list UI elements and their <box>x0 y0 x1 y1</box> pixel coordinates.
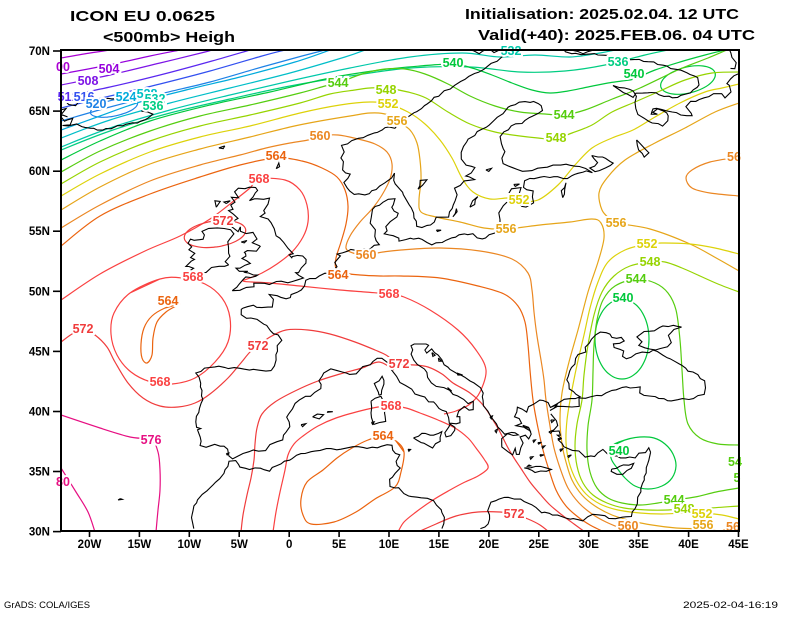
svg-text:548: 548 <box>640 255 661 269</box>
svg-text:516: 516 <box>74 90 95 104</box>
svg-text:564: 564 <box>328 268 349 282</box>
svg-text:540: 540 <box>613 291 634 305</box>
svg-text:564: 564 <box>373 429 394 443</box>
svg-text:30N: 30N <box>29 527 50 539</box>
svg-text:524: 524 <box>116 90 137 104</box>
svg-text:544: 544 <box>554 108 575 122</box>
svg-text:10E: 10E <box>379 539 400 551</box>
svg-text:45E: 45E <box>728 539 749 551</box>
svg-text:<500mb> Heigh: <500mb> Heigh <box>103 29 235 46</box>
svg-text:556: 556 <box>496 222 517 236</box>
svg-text:572: 572 <box>389 357 410 371</box>
svg-text:5: 5 <box>734 471 741 485</box>
svg-text:544: 544 <box>328 76 349 90</box>
svg-text:552: 552 <box>637 237 658 251</box>
svg-text:45N: 45N <box>29 346 50 358</box>
svg-text:568: 568 <box>183 270 204 284</box>
svg-text:572: 572 <box>504 507 525 521</box>
svg-text:552: 552 <box>509 193 530 207</box>
svg-text:552: 552 <box>692 507 713 521</box>
svg-text:5W: 5W <box>231 539 248 551</box>
svg-text:572: 572 <box>248 339 269 353</box>
svg-text:548: 548 <box>376 83 397 97</box>
svg-text:2025-02-04-16:19: 2025-02-04-16:19 <box>683 600 778 611</box>
svg-text:20W: 20W <box>78 539 102 551</box>
svg-text:556: 556 <box>693 518 714 532</box>
svg-text:556: 556 <box>606 216 627 230</box>
svg-text:556: 556 <box>387 114 408 128</box>
svg-text:540: 540 <box>609 444 630 458</box>
svg-text:40E: 40E <box>678 539 699 551</box>
svg-text:15W: 15W <box>128 539 152 551</box>
svg-text:560: 560 <box>310 129 331 143</box>
svg-text:552: 552 <box>378 97 399 111</box>
svg-text:536: 536 <box>143 99 164 113</box>
svg-text:504: 504 <box>99 62 120 76</box>
svg-text:520: 520 <box>86 97 107 111</box>
svg-text:0: 0 <box>286 539 292 551</box>
svg-text:568: 568 <box>379 287 400 301</box>
svg-text:60N: 60N <box>29 166 50 178</box>
svg-text:50N: 50N <box>29 286 50 298</box>
svg-text:ICON EU 0.0625: ICON EU 0.0625 <box>70 8 215 25</box>
svg-text:25E: 25E <box>529 539 550 551</box>
svg-text:568: 568 <box>150 375 171 389</box>
svg-text:560: 560 <box>356 248 377 262</box>
svg-text:Initialisation: 2025.02.04. 12: Initialisation: 2025.02.04. 12 UTC <box>465 6 739 23</box>
svg-text:536: 536 <box>608 55 629 69</box>
svg-text:540: 540 <box>624 67 645 81</box>
svg-text:65N: 65N <box>29 106 50 118</box>
svg-text:35N: 35N <box>29 467 50 479</box>
svg-text:548: 548 <box>674 502 695 516</box>
svg-text:Valid(+40): 2025.FEB.06. 04 UT: Valid(+40): 2025.FEB.06. 04 UTC <box>478 27 755 44</box>
svg-text:528: 528 <box>137 87 158 101</box>
svg-text:568: 568 <box>381 399 402 413</box>
svg-text:564: 564 <box>158 294 179 308</box>
svg-text:544: 544 <box>664 493 685 507</box>
svg-text:576: 576 <box>141 433 162 447</box>
svg-text:GrADS: COLA/IGES: GrADS: COLA/IGES <box>4 600 90 611</box>
svg-text:80: 80 <box>56 475 70 489</box>
svg-text:35E: 35E <box>628 539 649 551</box>
svg-text:10W: 10W <box>177 539 201 551</box>
svg-text:15E: 15E <box>429 539 450 551</box>
svg-text:564: 564 <box>266 149 287 163</box>
svg-text:55N: 55N <box>29 226 50 238</box>
svg-text:5E: 5E <box>332 539 346 551</box>
svg-text:540: 540 <box>443 56 464 70</box>
svg-text:532: 532 <box>145 92 166 106</box>
svg-text:568: 568 <box>249 172 270 186</box>
svg-text:548: 548 <box>546 131 567 145</box>
svg-text:00: 00 <box>56 60 70 74</box>
svg-text:30E: 30E <box>578 539 599 551</box>
svg-text:572: 572 <box>213 214 234 228</box>
svg-text:572: 572 <box>73 322 94 336</box>
svg-text:544: 544 <box>626 272 647 286</box>
svg-text:70N: 70N <box>29 46 50 58</box>
svg-text:40N: 40N <box>29 407 50 419</box>
svg-text:508: 508 <box>78 74 99 88</box>
svg-text:20E: 20E <box>479 539 500 551</box>
